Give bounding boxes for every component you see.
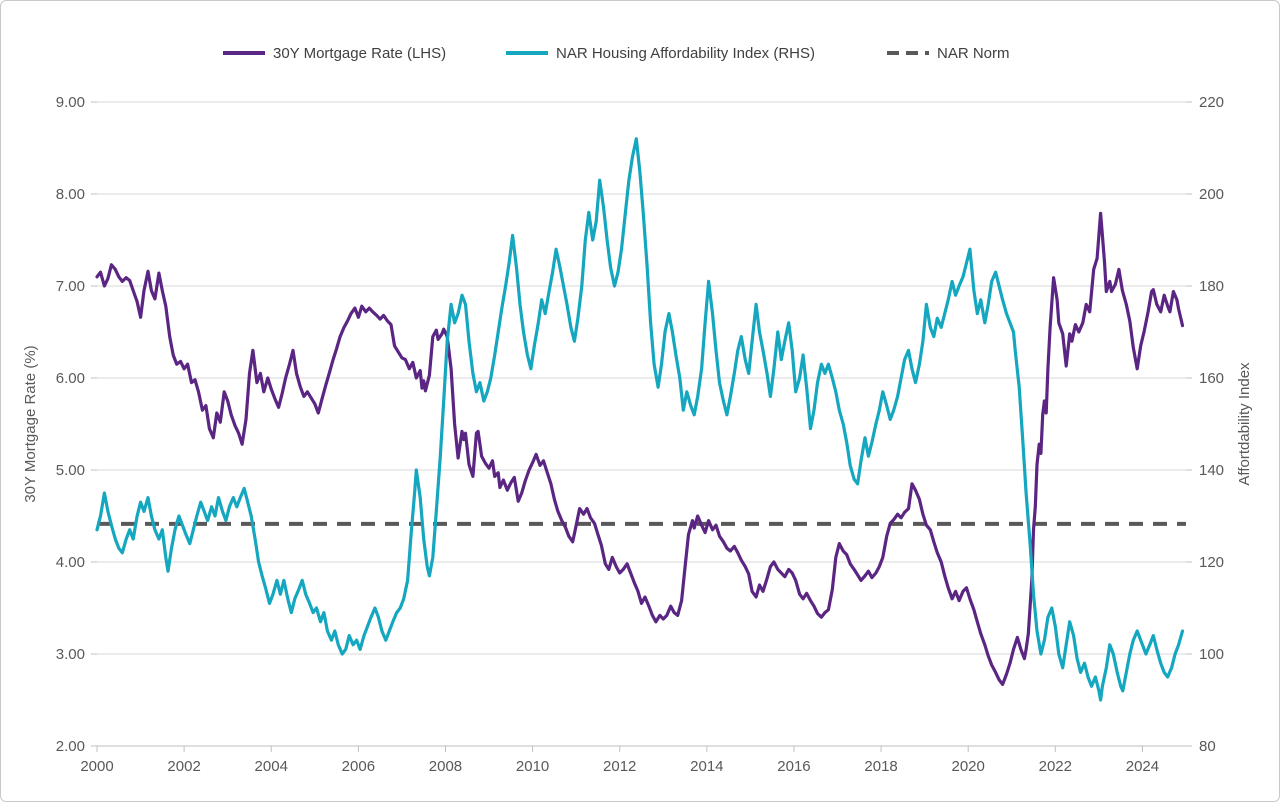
y-right-tick-label: 140 [1199,462,1224,479]
legend-label: NAR Norm [937,45,1010,62]
x-tick-label: 2020 [952,758,985,775]
legend-item: 30Y Mortgage Rate (LHS) [223,45,446,62]
y-left-tick-label: 5.00 [56,462,85,479]
x-tick-label: 2022 [1039,758,1072,775]
y-right-tick-label: 200 [1199,186,1224,203]
y-left-tick-label: 4.00 [56,554,85,571]
y-right-tick-label: 80 [1199,738,1216,755]
x-tick-label: 2010 [516,758,549,775]
mortgage-rate-line [95,211,1185,687]
x-tick-label: 2012 [603,758,636,775]
legend-item: NAR Housing Affordability Index (RHS) [506,45,815,62]
y-right-tick-label: 120 [1199,554,1224,571]
y-right-tick-label: 180 [1199,278,1224,295]
y-left-axis-title: 30Y Mortgage Rate (%) [22,345,39,502]
axes-layer: 9.00 220 8.00 200 7.00 180 6.00 160 5.00 140 4.00 1… [22,94,1253,775]
legend-label: 30Y Mortgage Rate (LHS) [273,45,446,62]
y-left-tick-label: 9.00 [56,94,85,111]
x-tick-label: 2002 [167,758,200,775]
legend-label: NAR Housing Affordability Index (RHS) [556,45,815,62]
y-right-tick-label: 220 [1199,94,1224,111]
y-left-tick-label: 2.00 [56,738,85,755]
y-right-tick-label: 100 [1199,646,1224,663]
x-tick-label: 2016 [777,758,810,775]
x-tick-label: 2000 [80,758,113,775]
legend-item: NAR Norm [887,45,1010,62]
legend: 30Y Mortgage Rate (LHS) NAR Housing Affor… [223,45,1010,62]
y-left-tick-label: 7.00 [56,278,85,295]
x-tick-label: 2018 [864,758,897,775]
series-layer [95,137,1186,702]
x-tick-label: 2008 [429,758,462,775]
x-tick-label: 2014 [690,758,723,775]
affordability-index-line [95,137,1185,702]
x-tick-label: 2004 [255,758,288,775]
y-right-axis-title: Affortdability Index [1236,362,1253,486]
gridlines-layer [97,101,1186,747]
x-tick-label: 2024 [1126,758,1159,775]
y-left-tick-label: 6.00 [56,370,85,387]
x-tick-label: 2006 [342,758,375,775]
y-left-tick-label: 8.00 [56,186,85,203]
y-left-tick-label: 3.00 [56,646,85,663]
y-right-tick-label: 160 [1199,370,1224,387]
